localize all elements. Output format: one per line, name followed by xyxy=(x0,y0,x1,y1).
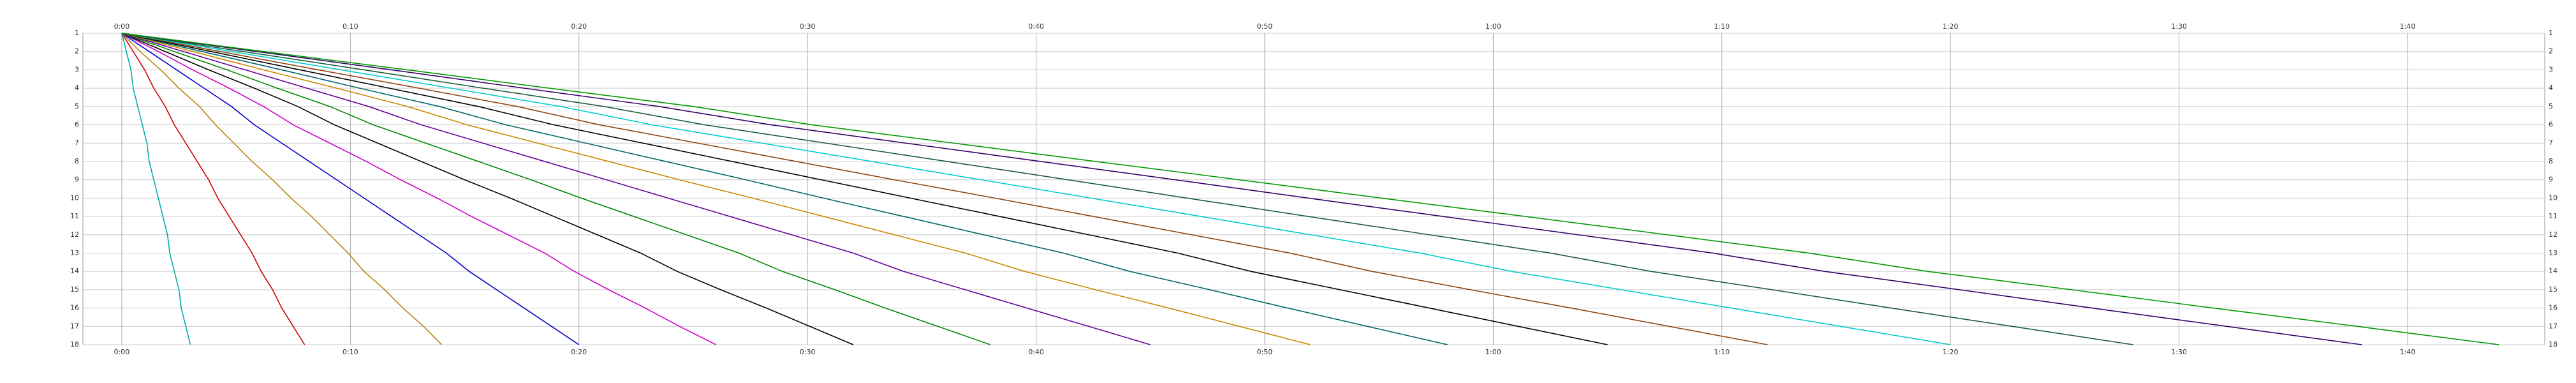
station-label: 5 xyxy=(2549,102,2553,110)
station-label: 1 xyxy=(2549,29,2553,37)
station-label: 14 xyxy=(70,267,79,275)
station-label: 12 xyxy=(2549,230,2558,239)
station-label: 11 xyxy=(70,212,79,220)
train-line xyxy=(121,33,191,345)
time-label: 0:10 xyxy=(342,22,358,31)
station-label: 8 xyxy=(75,157,79,165)
train-line xyxy=(121,33,2499,345)
station-label: 12 xyxy=(70,230,79,239)
time-label: 0:10 xyxy=(342,348,358,356)
time-label: 1:10 xyxy=(1714,22,1730,31)
station-label: 5 xyxy=(75,102,79,110)
station-label: 14 xyxy=(2549,267,2558,275)
train-line xyxy=(121,33,1448,345)
time-label: 0:20 xyxy=(571,348,587,356)
station-label: 6 xyxy=(2549,121,2553,129)
time-label: 1:40 xyxy=(2400,348,2416,356)
train-line xyxy=(121,33,1151,345)
station-label: 4 xyxy=(75,84,79,92)
station-label: 18 xyxy=(70,340,79,349)
time-label: 1:20 xyxy=(1943,22,1959,31)
time-label: 0:30 xyxy=(800,348,816,356)
train-line xyxy=(121,33,2362,345)
station-label: 2 xyxy=(2549,47,2553,56)
train-line xyxy=(121,33,580,345)
time-label: 1:10 xyxy=(1714,348,1730,356)
time-label: 1:30 xyxy=(2171,22,2187,31)
station-label: 16 xyxy=(2549,304,2558,312)
time-label: 1:30 xyxy=(2171,348,2187,356)
time-label: 0:50 xyxy=(1257,348,1273,356)
station-label: 4 xyxy=(2549,84,2553,92)
time-label: 0:50 xyxy=(1257,22,1273,31)
train-line xyxy=(121,33,1951,345)
train-line xyxy=(121,33,991,345)
time-label: 1:00 xyxy=(1485,348,1501,356)
station-label: 1 xyxy=(75,29,79,37)
station-label: 6 xyxy=(75,121,79,129)
train-line xyxy=(121,33,1768,345)
train-line xyxy=(121,33,717,345)
station-label: 15 xyxy=(2549,285,2558,294)
station-label: 17 xyxy=(70,322,79,330)
train-line xyxy=(121,33,443,345)
station-label: 7 xyxy=(75,139,79,147)
train-line xyxy=(121,33,1311,345)
time-label: 1:20 xyxy=(1943,348,1959,356)
time-label: 0:30 xyxy=(800,22,816,31)
time-label: 0:40 xyxy=(1028,348,1044,356)
station-label: 10 xyxy=(2549,193,2558,202)
station-label: 15 xyxy=(70,285,79,294)
station-label: 3 xyxy=(2549,65,2553,73)
station-label: 2 xyxy=(75,47,79,56)
time-label: 1:40 xyxy=(2400,22,2416,31)
station-label: 11 xyxy=(2549,212,2558,220)
station-label: 13 xyxy=(70,248,79,257)
train-line xyxy=(121,33,854,345)
time-label: 1:00 xyxy=(1485,22,1501,31)
time-label: 0:00 xyxy=(114,22,130,31)
station-label: 8 xyxy=(2549,157,2553,165)
station-label: 16 xyxy=(70,304,79,312)
train-line xyxy=(121,33,2133,345)
train-line xyxy=(121,33,1608,345)
station-label: 3 xyxy=(75,65,79,73)
time-label: 0:20 xyxy=(571,22,587,31)
station-label: 7 xyxy=(2549,139,2553,147)
station-label: 9 xyxy=(75,176,79,184)
time-label: 0:00 xyxy=(114,348,130,356)
time-label: 0:40 xyxy=(1028,22,1044,31)
station-label: 9 xyxy=(2549,176,2553,184)
station-label: 10 xyxy=(70,193,79,202)
station-label: 18 xyxy=(2549,340,2558,349)
station-label: 17 xyxy=(2549,322,2558,330)
train-line xyxy=(121,33,305,345)
station-label: 13 xyxy=(2549,248,2558,257)
